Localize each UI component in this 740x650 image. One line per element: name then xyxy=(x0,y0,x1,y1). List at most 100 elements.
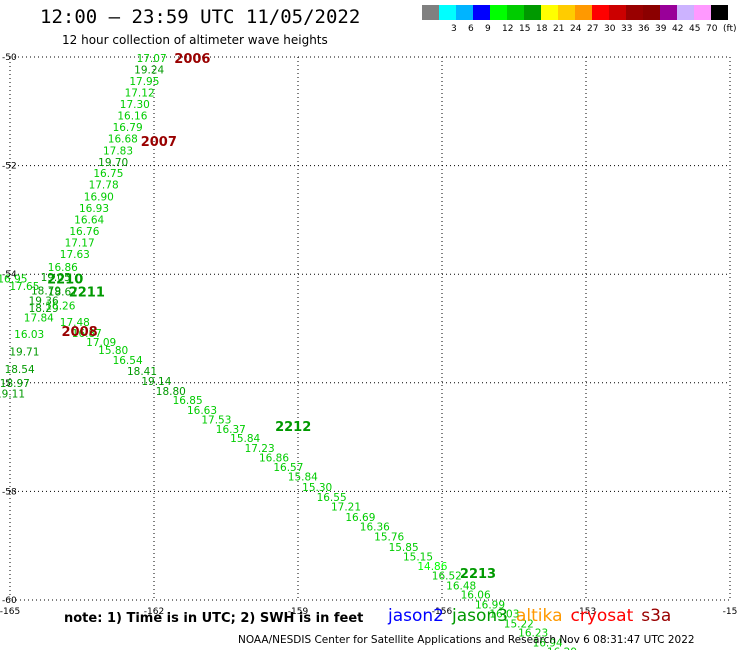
legend-label: 21 xyxy=(553,24,565,34)
swh-value-label: 16.99 xyxy=(475,599,505,611)
swh-value-label: 19.05 xyxy=(41,272,71,284)
time-label: 2210 xyxy=(47,273,83,288)
satellite-legend: jason2 jason3 altika cryosat s3a xyxy=(388,606,679,626)
x-tick-label: -15 xyxy=(723,607,738,617)
time-label: 2007 xyxy=(141,135,177,150)
time-label: 2211 xyxy=(69,286,105,301)
swh-value-label: 16.87 xyxy=(72,328,102,340)
swh-value-label: 19.24 xyxy=(134,64,164,76)
legend-label: 15 xyxy=(519,24,531,34)
swh-value-label: 16.86 xyxy=(259,453,289,465)
swh-value-label: 19.70 xyxy=(98,157,128,169)
swh-value-label: 17.53 xyxy=(201,415,231,427)
swh-value-label: 17.21 xyxy=(331,502,361,514)
swh-value-label: 18.67 xyxy=(48,287,78,299)
satellite-name: jason2 xyxy=(388,606,444,626)
time-label: 2008 xyxy=(62,325,98,340)
swh-value-label: 17.09 xyxy=(86,337,116,349)
legend-swatch xyxy=(422,5,439,20)
page-title: 12:00 – 23:59 UTC 11/05/2022 xyxy=(40,6,361,28)
swh-value-label: 17.65 xyxy=(9,281,39,293)
swh-value-label: 15.22 xyxy=(504,618,534,630)
legend-swatch xyxy=(643,5,660,20)
time-label: 2006 xyxy=(174,52,210,67)
time-label: 2212 xyxy=(275,420,311,435)
swh-value-label: 16.94 xyxy=(533,637,563,649)
swh-value-label: 19.14 xyxy=(141,376,171,388)
swh-value-label: 16.76 xyxy=(69,226,99,238)
swh-value-label: 17.30 xyxy=(120,99,150,111)
swh-value-label: 16.06 xyxy=(461,590,491,602)
legend-swatch xyxy=(626,5,643,20)
swh-value-label: 19.71 xyxy=(9,346,39,358)
footer-note: note: 1) Time is in UTC; 2) SWH is in fe… xyxy=(64,611,364,626)
legend-label: 39 xyxy=(655,24,667,34)
legend-label: 24 xyxy=(570,24,582,34)
swh-value-label: 16.95 xyxy=(0,274,27,286)
x-tick-label: -162 xyxy=(144,607,164,617)
time-label: 2213 xyxy=(460,567,496,582)
swh-value-label: 17.84 xyxy=(24,313,54,325)
swh-value-label: 16.85 xyxy=(173,395,203,407)
swh-value-label: 19.36 xyxy=(29,295,59,307)
legend-label: 42 xyxy=(672,24,684,34)
legend-swatch xyxy=(592,5,609,20)
swh-value-label: 15.85 xyxy=(389,542,419,554)
data-points: 17.0719.2417.9517.1217.3016.1616.7916.68… xyxy=(0,53,577,650)
swh-value-label: 15.30 xyxy=(302,482,332,494)
swh-value-label: 17.17 xyxy=(65,238,95,250)
legend-label: 3 xyxy=(451,24,457,34)
x-tick-label: -165 xyxy=(0,607,20,617)
swh-value-label: 17.07 xyxy=(137,53,167,65)
swh-value-label: 16.86 xyxy=(48,262,78,274)
swh-value-label: 16.26 xyxy=(45,301,75,313)
swh-value-label: 15.84 xyxy=(288,472,318,484)
legend-swatch xyxy=(558,5,575,20)
swh-value-label: 16.23 xyxy=(518,628,548,640)
legend-swatch xyxy=(439,5,456,20)
y-tick-labels: -50 -52 -54 -5 -58 -60 xyxy=(2,53,17,606)
swh-value-label: 17.23 xyxy=(245,443,275,455)
swh-value-label: 17.95 xyxy=(129,76,159,88)
swh-value-label: 16.57 xyxy=(273,462,303,474)
swh-value-label: 17.63 xyxy=(60,249,90,261)
swh-value-label: 16.93 xyxy=(79,203,109,215)
swh-value-label: 18.79 xyxy=(31,285,61,297)
swh-value-label: 19.11 xyxy=(0,389,25,401)
legend-label: (ft) xyxy=(723,24,737,34)
swh-value-label: 16.16 xyxy=(117,111,147,123)
y-tick-label: -50 xyxy=(2,53,17,63)
swh-value-label: 15.80 xyxy=(98,345,128,357)
y-tick-label: -58 xyxy=(2,487,17,497)
credit-line: NOAA/NESDIS Center for Satellite Applica… xyxy=(238,634,695,646)
plot-border xyxy=(9,56,731,601)
page-subtitle: 12 hour collection of altimeter wave hei… xyxy=(62,33,328,47)
legend-swatch xyxy=(473,5,490,20)
swh-value-label: 16.90 xyxy=(84,192,114,204)
swh-value-label: 18.41 xyxy=(127,366,157,378)
satellite-name: s3a xyxy=(641,606,672,626)
swh-value-label: 17.78 xyxy=(89,180,119,192)
legend-label: 27 xyxy=(587,24,599,34)
y-tick-label: -60 xyxy=(2,596,17,606)
x-tick-label: -156 xyxy=(432,607,453,617)
swh-value-label: 16.63 xyxy=(187,405,217,417)
swh-value-label: 16.48 xyxy=(446,580,476,592)
legend-label: 12 xyxy=(502,24,514,34)
satellite-name: jason3 xyxy=(452,606,508,626)
legend-label: 6 xyxy=(468,24,474,34)
legend-swatch xyxy=(524,5,541,20)
swh-value-label: 17.12 xyxy=(125,87,155,99)
swh-value-label: 18.80 xyxy=(156,386,186,398)
swh-value-label: 16.79 xyxy=(113,122,143,134)
y-tick-label: -5 xyxy=(2,379,11,389)
legend-swatch xyxy=(711,5,728,20)
y-tick-label: -54 xyxy=(2,270,17,280)
legend-label: 9 xyxy=(485,24,491,34)
swh-value-label: 16.55 xyxy=(317,492,347,504)
swh-value-label: 17.83 xyxy=(103,145,133,157)
legend-label: 70 xyxy=(706,24,718,34)
legend-swatch xyxy=(694,5,711,20)
swh-value-label: 16.29 xyxy=(547,647,577,650)
